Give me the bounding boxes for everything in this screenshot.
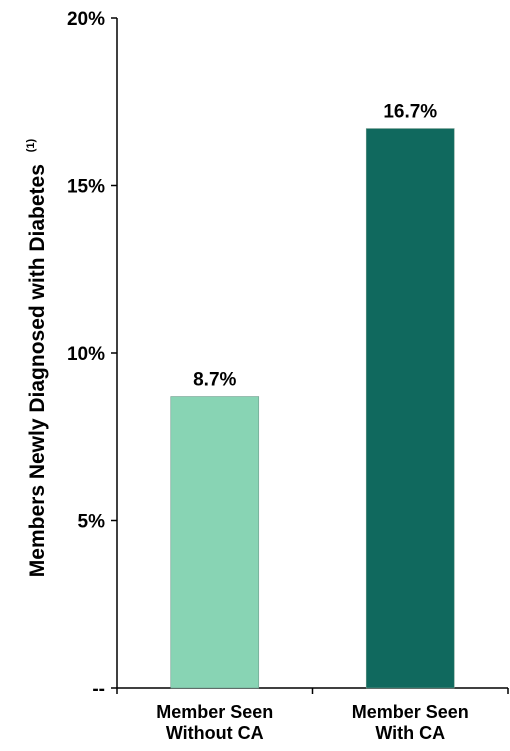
y-tick-label: 10% (67, 344, 105, 365)
category-label-line: Without CA (166, 723, 264, 743)
y-tick-label: -- (92, 679, 105, 700)
y-axis-title-text: Members Newly Diagnosed with Diabetes (26, 164, 49, 577)
y-axis: -- 5% 10% 15% 20% (67, 9, 118, 700)
y-tick-label: 5% (78, 512, 106, 533)
y-tick-label: 15% (67, 177, 105, 198)
y-tick-label: 20% (67, 9, 105, 30)
category-label-line: Member Seen (352, 702, 469, 722)
bars (170, 128, 455, 689)
bar (365, 128, 455, 689)
data-labels: 8.7% 16.7% (193, 102, 437, 391)
bar-value-label: 16.7% (383, 102, 437, 123)
bar-value-label: 8.7% (193, 370, 236, 391)
category-label: Member Seen With CA (352, 702, 469, 743)
bar (170, 396, 260, 689)
y-axis-title: Members Newly Diagnosed with Diabetes (1… (25, 138, 49, 577)
y-axis-title-superscript: (1) (25, 138, 37, 152)
category-label: Member Seen Without CA (156, 702, 273, 743)
x-axis (116, 687, 509, 694)
category-label-line: With CA (375, 723, 445, 743)
category-label-line: Member Seen (156, 702, 273, 722)
